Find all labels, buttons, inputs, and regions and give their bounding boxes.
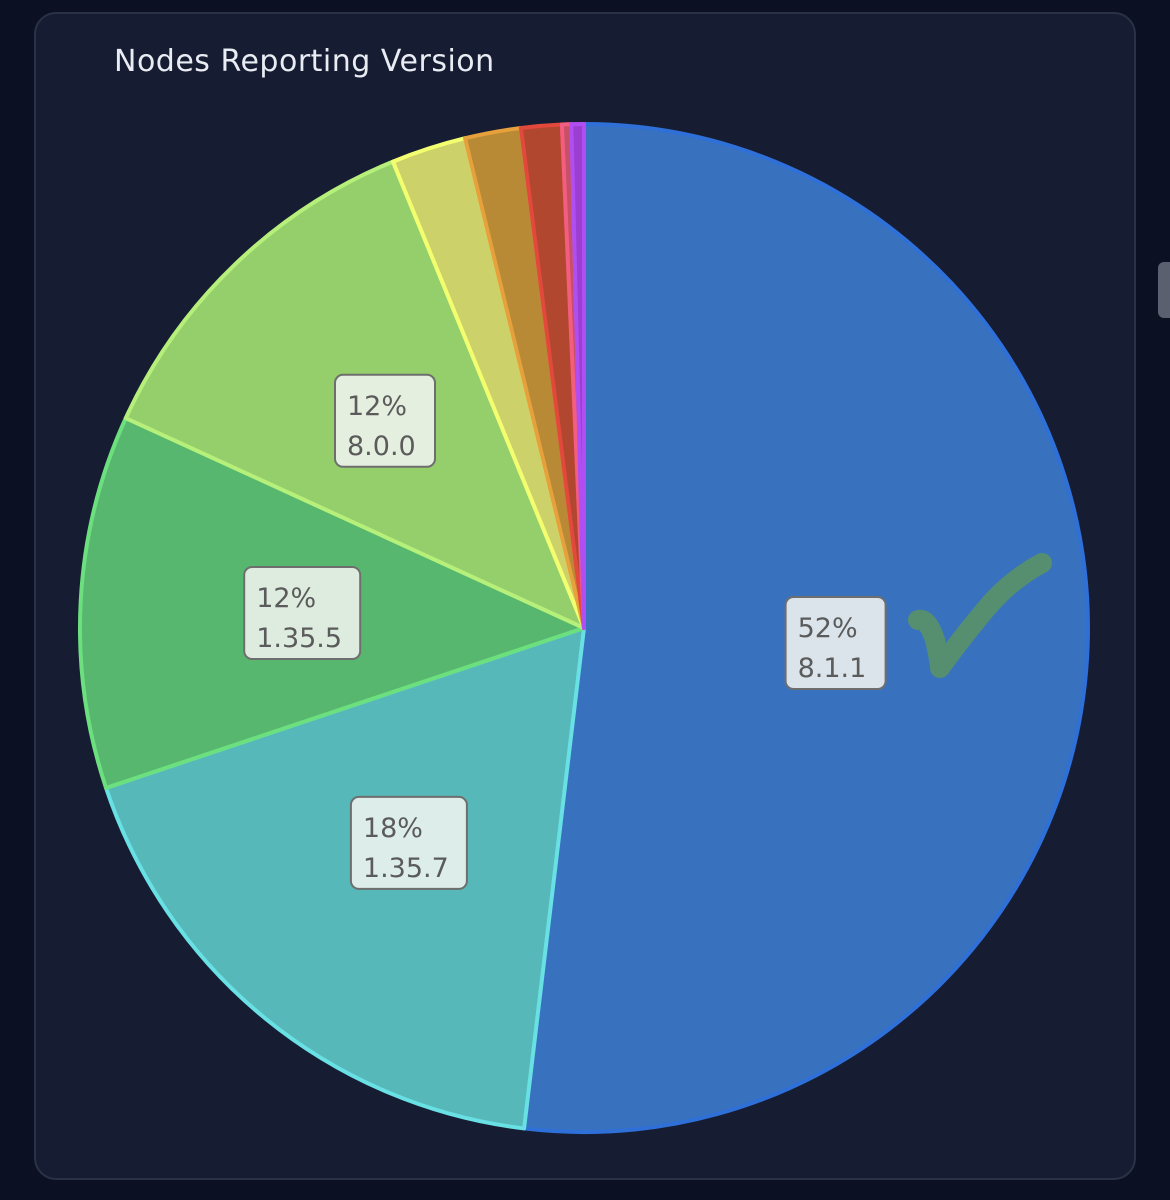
- slice-label-box: [243, 566, 362, 660]
- slice-version: 8.0.0: [347, 431, 416, 462]
- slice-label: 12% 8.0.0: [334, 373, 436, 468]
- slice-label: 18% 1.35.7: [349, 795, 468, 890]
- slice-label-box: [784, 596, 887, 690]
- slice-label-box: [349, 795, 468, 890]
- slice-version: 1.35.5: [256, 623, 342, 654]
- slice-label: 12% 1.35.5: [243, 566, 362, 660]
- panel-title: Nodes Reporting Version: [114, 44, 495, 79]
- slice-label-box: [334, 373, 436, 468]
- slice-percent: 18%: [363, 813, 423, 844]
- slice-percent: 12%: [347, 391, 407, 422]
- slice-percent: 12%: [256, 583, 316, 614]
- pie-slice-8[interactable]: [569, 122, 586, 630]
- slice-percent: 52%: [798, 613, 858, 644]
- slice-version: 8.1.1: [798, 653, 867, 684]
- slice-version: 1.35.7: [363, 853, 449, 884]
- slice-label: 52% 8.1.1: [784, 596, 887, 690]
- check-mark-icon: [908, 553, 1052, 678]
- scrollbar-thumb[interactable]: [1158, 262, 1170, 318]
- pie-labels: 52% 8.1.1 18% 1.35.7 12% 1.35.5 12% 8.0.0: [243, 373, 887, 890]
- pie-slice-1-35-7[interactable]: [104, 626, 586, 1131]
